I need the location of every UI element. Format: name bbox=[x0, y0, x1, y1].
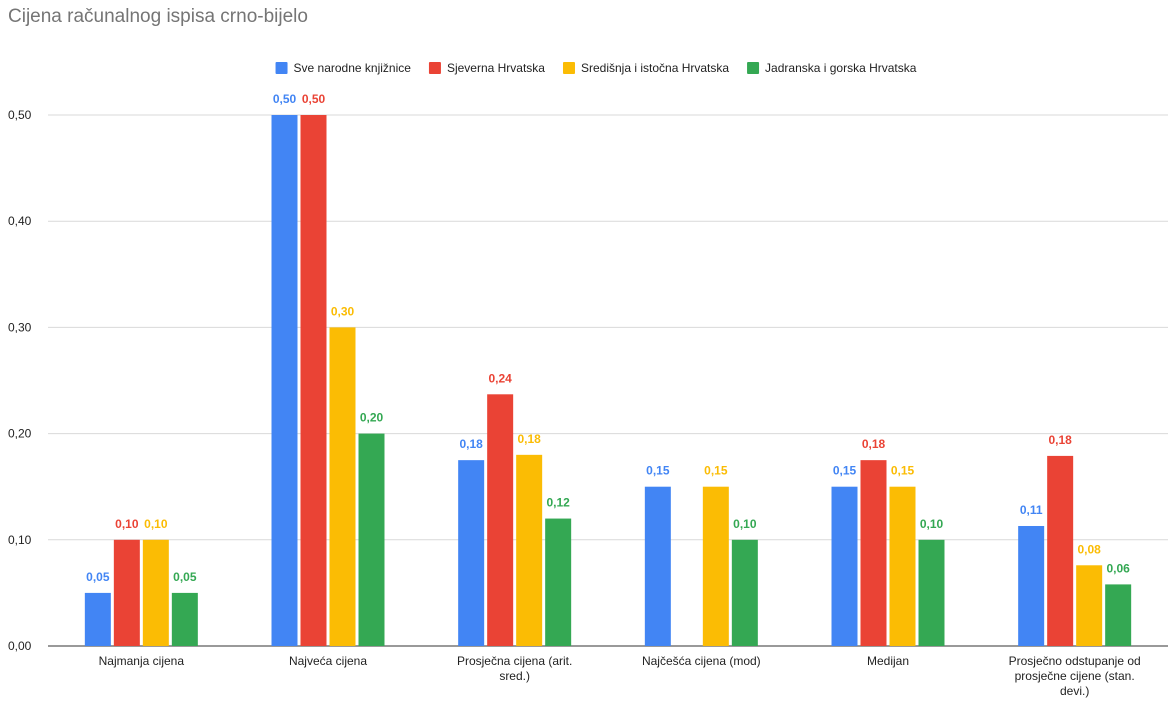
bar bbox=[358, 433, 385, 646]
data-label: 0,11 bbox=[1020, 503, 1043, 517]
data-label: 0,06 bbox=[1106, 561, 1130, 575]
y-tick-label: 0,00 bbox=[8, 639, 32, 653]
y-axis: 0,00 0,10 0,20 0,30 0,40 0,50 bbox=[8, 108, 32, 653]
data-labels: 0,05 0,10 0,10 0,05 0,50 0,50 0,30 0,20 0,18 0,24… bbox=[86, 92, 1130, 584]
data-label: 0,10 bbox=[115, 517, 139, 531]
bar bbox=[702, 486, 729, 646]
x-category-label: Medijan bbox=[867, 654, 909, 668]
data-label: 0,10 bbox=[733, 517, 757, 531]
bar bbox=[545, 518, 572, 646]
bar bbox=[113, 539, 140, 646]
bar bbox=[1047, 455, 1074, 646]
bar bbox=[487, 394, 514, 646]
bar bbox=[171, 592, 198, 646]
y-tick-label: 0,20 bbox=[8, 427, 32, 441]
legend-label: Jadranska i gorska Hrvatska bbox=[765, 61, 917, 75]
chart-title: Cijena računalnog ispisa crno-bijelo bbox=[8, 6, 308, 27]
bar bbox=[84, 592, 111, 646]
data-label: 0,18 bbox=[517, 432, 541, 446]
y-tick-label: 0,30 bbox=[8, 320, 32, 334]
x-category-label: Najčešća cijena (mod) bbox=[642, 654, 761, 668]
legend-item[interactable]: Jadranska i gorska Hrvatska bbox=[747, 61, 917, 75]
bar bbox=[889, 486, 916, 646]
y-tick-label: 0,10 bbox=[8, 533, 32, 547]
data-label: 0,15 bbox=[646, 464, 670, 478]
data-label: 0,18 bbox=[1048, 433, 1072, 447]
bar bbox=[1018, 525, 1045, 646]
x-axis: Najmanja cijena Najveća cijena Prosječna c… bbox=[99, 654, 1141, 698]
data-label: 0,30 bbox=[331, 304, 355, 318]
legend-item[interactable]: Sve narodne knjižnice bbox=[275, 61, 412, 75]
data-label: 0,15 bbox=[704, 464, 728, 478]
data-label: 0,24 bbox=[488, 371, 512, 385]
legend-item[interactable]: Središnja i istočna Hrvatska bbox=[562, 61, 729, 75]
data-label: 0,15 bbox=[833, 464, 857, 478]
bar bbox=[300, 115, 327, 646]
legend-label: Sjeverna Hrvatska bbox=[447, 61, 545, 75]
legend-swatch bbox=[275, 62, 288, 74]
bar bbox=[516, 454, 543, 646]
legend-swatch bbox=[428, 62, 441, 74]
bar bbox=[1105, 584, 1132, 646]
legend-label: Središnja i istočna Hrvatska bbox=[581, 61, 729, 75]
bar bbox=[860, 460, 887, 646]
legend: Sve narodne knjižnice Sjeverna Hrvatska Sr… bbox=[275, 61, 917, 75]
bar bbox=[329, 327, 356, 646]
legend-swatch bbox=[562, 62, 575, 74]
bars bbox=[84, 115, 1132, 646]
x-category-label: Najmanja cijena bbox=[99, 654, 185, 668]
data-label: 0,05 bbox=[173, 570, 197, 584]
y-tick-label: 0,50 bbox=[8, 108, 32, 122]
data-label: 0,18 bbox=[862, 437, 886, 451]
bar bbox=[831, 486, 858, 646]
bar bbox=[271, 115, 298, 646]
bar bbox=[644, 486, 671, 646]
data-label: 0,50 bbox=[273, 92, 297, 106]
data-label: 0,12 bbox=[546, 496, 570, 510]
data-label: 0,50 bbox=[302, 92, 326, 106]
bar bbox=[142, 539, 169, 646]
data-label: 0,10 bbox=[920, 517, 944, 531]
x-category-label: Najveća cijena bbox=[289, 654, 367, 668]
data-label: 0,08 bbox=[1077, 542, 1101, 556]
y-tick-label: 0,40 bbox=[8, 214, 32, 228]
data-label: 0,05 bbox=[86, 570, 110, 584]
data-label: 0,15 bbox=[891, 464, 915, 478]
bar bbox=[731, 539, 758, 646]
gridlines bbox=[48, 114, 1168, 647]
legend-swatch bbox=[747, 62, 760, 74]
bar bbox=[1076, 565, 1103, 646]
legend-item[interactable]: Sjeverna Hrvatska bbox=[428, 61, 545, 75]
data-label: 0,10 bbox=[144, 517, 168, 531]
bar bbox=[918, 539, 945, 646]
bar bbox=[458, 460, 485, 646]
legend-label: Sve narodne knjižnice bbox=[294, 61, 412, 75]
x-category-label: Prosječna cijena (arit. sred.) bbox=[457, 654, 572, 683]
data-label: 0,18 bbox=[459, 437, 483, 451]
x-category-label: Prosječno odstupanje od prosječne cijene … bbox=[1009, 654, 1141, 698]
data-label: 0,20 bbox=[360, 411, 384, 425]
